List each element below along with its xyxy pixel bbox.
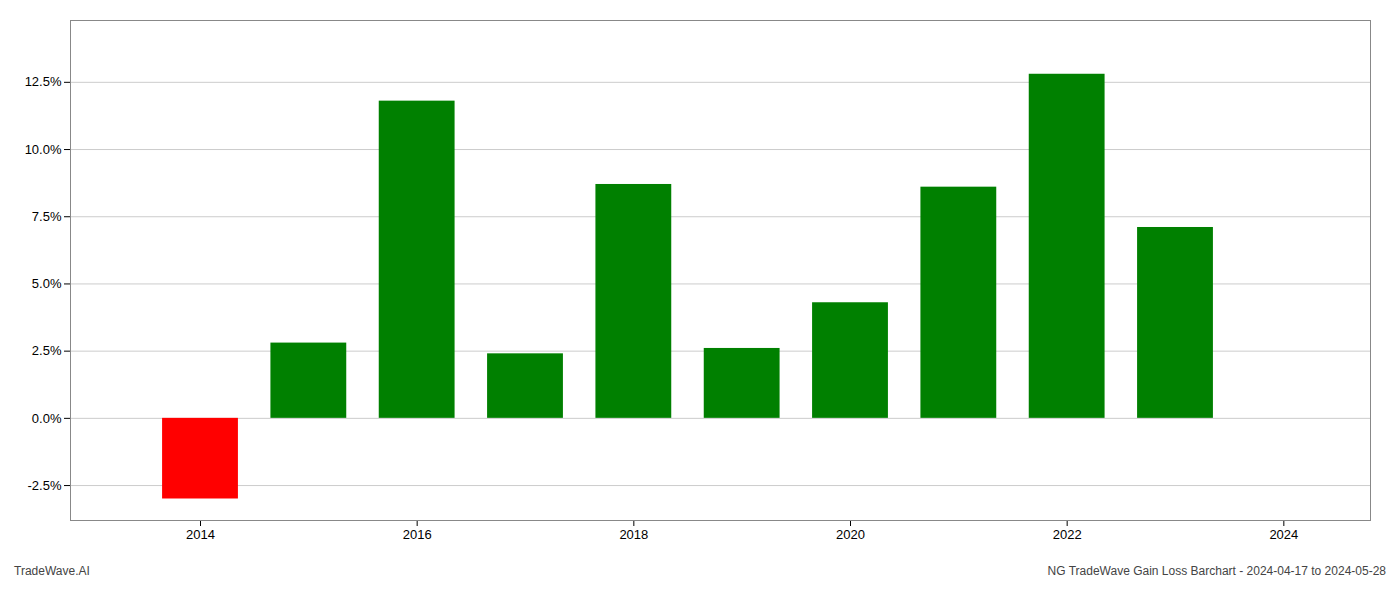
svg-text:10.0%: 10.0%	[25, 142, 62, 157]
svg-text:2020: 2020	[836, 527, 865, 542]
svg-text:2016: 2016	[403, 527, 432, 542]
svg-text:-2.5%: -2.5%	[28, 478, 62, 493]
html-text:TradeWave.AI: TradeWave.AI	[14, 564, 90, 578]
svg-text:2.5%: 2.5%	[32, 343, 62, 358]
svg-text:5.0%: 5.0%	[32, 276, 62, 291]
svg-text:12.5%: 12.5%	[25, 74, 62, 89]
svg-text:0.0%: 0.0%	[32, 411, 62, 426]
html-text:NG TradeWave Gain Loss Barchar: NG TradeWave Gain Loss Barchart - 2024-0…	[1047, 564, 1386, 578]
svg-text:2014: 2014	[186, 527, 215, 542]
svg-text:7.5%: 7.5%	[32, 209, 62, 224]
svg-text:2018: 2018	[619, 527, 648, 542]
svg-text:2024: 2024	[1269, 527, 1298, 542]
svg-text:2022: 2022	[1053, 527, 1082, 542]
